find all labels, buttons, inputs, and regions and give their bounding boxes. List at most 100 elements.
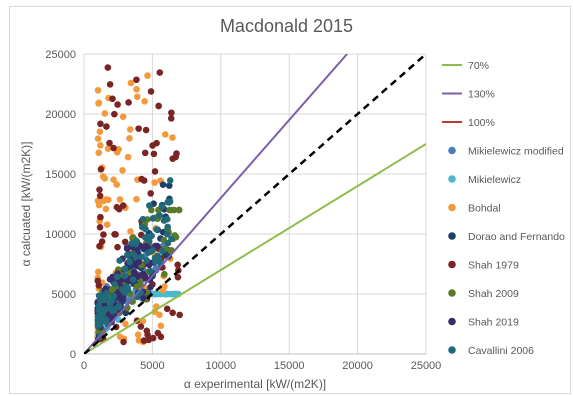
data-point: [101, 175, 109, 182]
reference-lines: [84, 54, 426, 354]
data-point: [174, 273, 182, 281]
data-point: [124, 286, 132, 294]
data-point: [96, 128, 104, 136]
legend-label: Shah 1979: [468, 260, 519, 272]
legend-item: 70%: [442, 60, 489, 72]
data-point: [167, 115, 175, 122]
data-point: [139, 215, 147, 223]
data-point: [144, 331, 151, 339]
data-point: [151, 168, 159, 175]
data-point: [120, 338, 127, 346]
data-point: [151, 290, 158, 298]
data-point: [127, 228, 134, 235]
data-point: [116, 257, 123, 264]
data-point: [94, 135, 102, 142]
data-point: [173, 150, 180, 157]
data-point: [121, 265, 129, 272]
data-point: [169, 134, 176, 141]
data-point: [164, 239, 172, 247]
data-point: [114, 243, 121, 251]
data-point: [95, 149, 103, 157]
data-point: [149, 246, 157, 254]
data-point: [104, 145, 112, 152]
data-point: [109, 273, 116, 281]
data-point: [96, 186, 103, 193]
data-point: [147, 88, 155, 95]
x-tick-label: 20000: [342, 360, 373, 372]
data-point: [163, 305, 171, 313]
y-tick-label: 15000: [45, 169, 76, 181]
legend-item: 100%: [442, 117, 495, 129]
data-point: [113, 181, 121, 188]
legend-item: Bohdal: [448, 203, 501, 215]
data-point: [150, 150, 158, 158]
data-point: [165, 182, 173, 189]
legend-label: Dorao and Fernando: [468, 231, 565, 243]
data-point: [116, 333, 124, 341]
data-point: [102, 317, 110, 325]
data-point: [159, 181, 167, 188]
legend-marker-swatch: [448, 146, 456, 155]
data-point: [94, 86, 102, 94]
data-point: [97, 142, 104, 149]
data-point: [138, 175, 145, 183]
data-point: [155, 102, 162, 110]
y-tick-label: 25000: [45, 49, 76, 61]
x-tick-label: 25000: [411, 360, 442, 372]
data-point: [119, 167, 126, 174]
data-point: [121, 272, 128, 280]
legend-label: 100%: [468, 117, 495, 129]
data-point: [147, 190, 154, 197]
data-point: [143, 257, 150, 264]
data-point: [161, 283, 168, 290]
data-point: [113, 203, 121, 211]
data-point: [103, 123, 110, 130]
reference-line-130-pct: [84, 54, 348, 354]
legend-label: 70%: [468, 60, 489, 72]
data-point: [138, 223, 146, 231]
data-point: [135, 125, 142, 132]
data-point: [122, 320, 129, 328]
legend-label: Shah 2009: [468, 288, 519, 300]
legend-marker-swatch: [448, 260, 456, 269]
data-point: [97, 120, 104, 128]
legend-marker-swatch: [448, 346, 456, 354]
data-point: [132, 240, 140, 248]
data-point: [151, 179, 158, 186]
data-point: [138, 253, 145, 261]
data-point: [149, 215, 157, 222]
y-tick-label: 10000: [45, 229, 76, 241]
data-point: [147, 283, 154, 291]
data-point: [161, 131, 169, 138]
data-point: [163, 230, 171, 238]
y-tick-label: 20000: [45, 109, 76, 121]
legend-item: Shah 1979: [448, 260, 519, 272]
data-point: [156, 69, 164, 76]
data-point: [168, 235, 175, 243]
data-point: [166, 177, 174, 184]
data-point: [111, 110, 118, 118]
data-point: [169, 155, 177, 163]
data-point: [158, 247, 166, 255]
data-point: [119, 202, 127, 209]
data-point: [124, 153, 132, 161]
data-point: [96, 192, 104, 200]
x-tick-label: 0: [81, 360, 87, 372]
data-point: [103, 221, 111, 228]
data-point: [123, 251, 131, 259]
data-point: [107, 312, 115, 320]
data-point: [123, 245, 131, 252]
data-point: [153, 226, 160, 233]
data-point: [94, 268, 102, 276]
data-point: [160, 217, 168, 224]
data-point: [122, 309, 130, 317]
data-point: [175, 206, 183, 214]
x-tick-label: 15000: [274, 360, 305, 372]
x-axis-title: α experimental [kW/(m2K)]: [184, 377, 326, 391]
data-point: [144, 72, 151, 79]
legend-label: Mikielewicz modified: [468, 146, 564, 158]
data-point: [109, 296, 116, 304]
data-point: [97, 166, 105, 173]
data-point: [102, 205, 110, 213]
